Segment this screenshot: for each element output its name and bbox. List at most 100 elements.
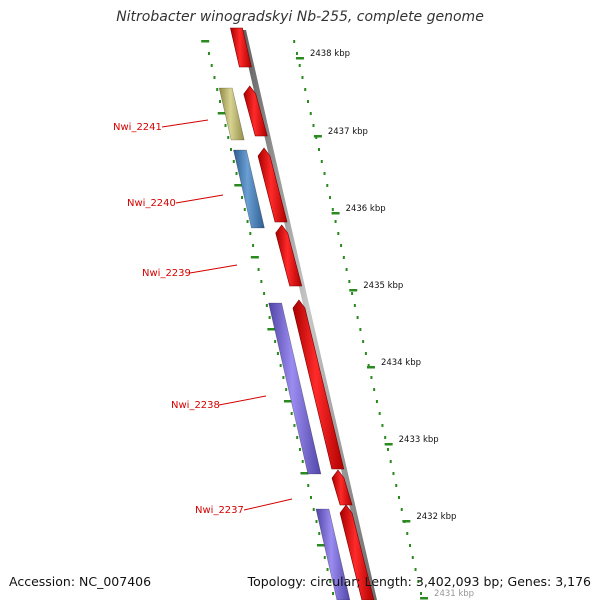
gene-nwi-2240-bar[interactable] bbox=[233, 149, 265, 229]
inner-minor-tick bbox=[235, 172, 238, 175]
ruler-dot bbox=[359, 328, 362, 331]
inner-minor-tick bbox=[213, 76, 216, 79]
inner-major-tick bbox=[234, 184, 243, 187]
inner-minor-tick bbox=[312, 508, 315, 511]
inner-minor-tick bbox=[260, 280, 263, 283]
inner-major-tick bbox=[217, 112, 226, 115]
inner-minor-tick bbox=[252, 244, 255, 247]
inner-minor-tick bbox=[323, 556, 326, 559]
ruler-dot bbox=[381, 424, 384, 427]
ruler-tick-label: 2434 kbp bbox=[381, 358, 421, 368]
kbp-ruler: 2438 kbp 2437 kbp 2436 kbp 2435 kbp 2434 kbp… bbox=[293, 40, 474, 600]
ruler-dot bbox=[331, 208, 334, 211]
accession-text: Accession: NC_007406 bbox=[9, 574, 152, 589]
gene-nwi-2238-bar[interactable] bbox=[268, 302, 322, 475]
ruler-dot bbox=[298, 64, 301, 67]
ruler-dot bbox=[304, 88, 307, 91]
ruler-major-tick bbox=[420, 597, 429, 600]
ruler-dot bbox=[373, 388, 376, 391]
inner-minor-tick bbox=[307, 484, 310, 487]
ruler-tick-label: 2431 kbp bbox=[434, 589, 474, 599]
gene-label[interactable]: Nwi_2241 bbox=[113, 122, 162, 133]
ruler-major-tick bbox=[331, 212, 340, 215]
ruler-dot bbox=[345, 268, 348, 271]
gene-leader-line bbox=[175, 194, 224, 204]
ruler-dot bbox=[353, 304, 356, 307]
inner-minor-tick bbox=[230, 148, 233, 151]
ruler-dot bbox=[356, 316, 359, 319]
inner-minor-tick bbox=[332, 592, 335, 595]
ruler-dot bbox=[351, 292, 354, 295]
ruler-tick-label: 2436 kbp bbox=[346, 204, 386, 214]
inner-minor-tick bbox=[249, 232, 252, 235]
ruler-dot bbox=[411, 556, 414, 559]
inner-major-tick bbox=[250, 256, 259, 259]
ruler-dot bbox=[378, 412, 381, 415]
forward-gene-arrow bbox=[339, 504, 375, 600]
ruler-major-tick bbox=[349, 289, 358, 292]
ruler-dot bbox=[367, 364, 370, 367]
gene-label[interactable]: Nwi_2237 bbox=[195, 505, 244, 516]
ruler-dot bbox=[392, 472, 395, 475]
inner-minor-tick bbox=[301, 460, 304, 463]
ruler-dot bbox=[420, 592, 423, 595]
inner-minor-tick bbox=[268, 316, 271, 319]
ruler-dot bbox=[309, 112, 312, 115]
inner-major-tick bbox=[283, 400, 292, 403]
inner-minor-tick bbox=[282, 376, 285, 379]
inner-minor-tick bbox=[296, 436, 299, 439]
gene-leader-line bbox=[189, 264, 238, 274]
forward-gene-arrow bbox=[292, 299, 345, 470]
inner-major-tick bbox=[300, 472, 309, 475]
ruler-major-tick bbox=[366, 366, 375, 369]
inner-minor-tick bbox=[218, 100, 221, 103]
inner-minor-tick bbox=[326, 568, 329, 571]
ruler-dot bbox=[318, 148, 321, 151]
gene-label[interactable]: Nwi_2238 bbox=[171, 400, 220, 411]
inner-minor-tick bbox=[298, 448, 301, 451]
ruler-dot bbox=[295, 52, 298, 55]
inner-minor-tick bbox=[216, 88, 219, 91]
inner-minor-tick bbox=[263, 292, 266, 295]
ruler-tick-label: 2433 kbp bbox=[399, 435, 439, 445]
forward-gene-arrow bbox=[275, 224, 303, 287]
ruler-dot bbox=[417, 580, 420, 583]
inner-minor-tick bbox=[210, 64, 213, 67]
inner-minor-tick bbox=[329, 580, 332, 583]
ruler-dot bbox=[348, 280, 351, 283]
ruler-major-tick bbox=[402, 520, 411, 523]
forward-gene-arrow bbox=[257, 147, 288, 223]
ruler-dot bbox=[364, 352, 367, 355]
ruler-dot bbox=[414, 568, 417, 571]
ruler-dot bbox=[320, 160, 323, 163]
inner-minor-tick bbox=[232, 160, 235, 163]
ruler-dot bbox=[370, 376, 373, 379]
ruler-major-tick bbox=[384, 443, 393, 446]
gene-leader-line bbox=[243, 498, 293, 511]
ruler-tick-label: 2435 kbp bbox=[363, 281, 403, 291]
ruler-dot bbox=[323, 172, 326, 175]
ruler-major-tick bbox=[313, 135, 322, 138]
ruler-dot bbox=[293, 40, 296, 43]
ruler-dot bbox=[389, 460, 392, 463]
inner-major-tick bbox=[267, 328, 276, 331]
inner-minor-tick bbox=[285, 388, 288, 391]
ruler-tick-label: 2437 kbp bbox=[328, 127, 368, 137]
inner-minor-tick bbox=[224, 124, 227, 127]
ruler-dot bbox=[397, 496, 400, 499]
forward-gene-arrow bbox=[331, 469, 353, 506]
ruler-dot bbox=[375, 400, 378, 403]
ruler-dot bbox=[337, 232, 340, 235]
gene-label[interactable]: Nwi_2239 bbox=[142, 268, 191, 279]
genome-summary: Topology: circular; Length: 3,402,093 bp… bbox=[247, 574, 591, 589]
gene-label[interactable]: Nwi_2240 bbox=[127, 198, 176, 209]
gene-nwi-2241-bar[interactable] bbox=[218, 87, 245, 141]
inner-major-tick bbox=[317, 544, 326, 547]
gene-labels: Nwi_2241 Nwi_2240 Nwi_2239 Nwi_2238 Nwi_2237 bbox=[113, 119, 293, 516]
gene-nwi-2237-bar[interactable] bbox=[315, 508, 351, 600]
gene-leader-line bbox=[161, 119, 209, 128]
inner-minor-tick bbox=[279, 364, 282, 367]
inner-major-tick bbox=[201, 40, 210, 43]
inner-minor-tick bbox=[257, 268, 260, 271]
